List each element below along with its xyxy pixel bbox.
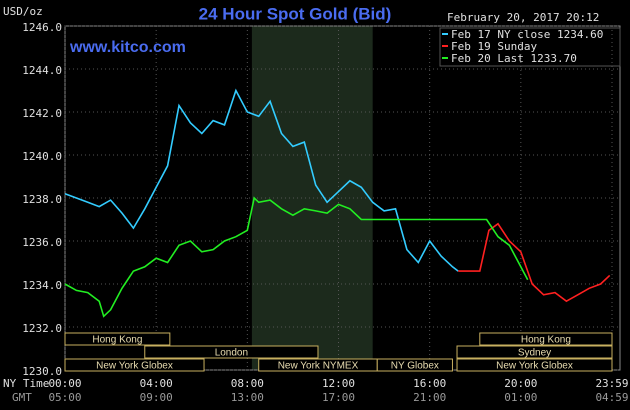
x-tick-label-gmt: 21:00 [413,391,446,404]
y-tick-label: 1244.0 [22,64,62,77]
x-tick-label: 20:00 [504,377,537,390]
x-tick-label-gmt: 05:00 [48,391,81,404]
series-line [64,196,529,318]
y-tick-label: 1240.0 [22,150,62,163]
session-bar [64,332,171,346]
session-bar [376,358,453,372]
session-bar [456,345,613,359]
session-label: NY Globex [391,361,439,372]
session-bar [479,332,613,346]
watermark: www.kitco.com [69,39,186,56]
session-label: London [215,348,248,359]
session-label: New York NYMEX [278,361,359,372]
y-tick-label: 1232.0 [22,322,62,335]
x-tick-label-gmt: 17:00 [322,391,355,404]
y-tick-label: 1234.0 [22,279,62,292]
x-tick-label: 12:00 [322,377,355,390]
chart-title: 24 Hour Spot Gold (Bid) [199,4,392,23]
x-tick-label-gmt: 09:00 [140,391,173,404]
session-label: Hong Kong [521,335,571,346]
y-axis-label: USD/oz [3,5,43,18]
y-tick-label: 1246.0 [22,21,62,34]
session-bar [456,358,613,372]
session-label: New York Globex [496,361,573,372]
x-tick-label: 04:00 [140,377,173,390]
x-tick-label-gmt: 04:59 [595,391,628,404]
x-tick-label: 00:00 [48,377,81,390]
x-axis-label-gmt: GMT [12,391,32,404]
y-tick-label: 1242.0 [22,107,62,120]
legend-label: Feb 20 Last 1233.70 [451,52,577,65]
legend-box [439,27,621,67]
y-tick-label: 1230.0 [22,365,62,378]
session-bar [64,358,205,372]
legend-label: Feb 19 Sunday [451,40,537,53]
x-tick-label: 08:00 [231,377,264,390]
session-label: Sydney [518,348,551,359]
session-label: Hong Kong [92,335,142,346]
y-tick-label: 1236.0 [22,236,62,249]
highlight-band [251,26,373,370]
session-bar [144,345,319,359]
series-line [458,222,611,303]
x-tick-label-gmt: 13:00 [231,391,264,404]
x-tick-label-gmt: 01:00 [504,391,537,404]
x-tick-label: 16:00 [413,377,446,390]
x-axis-label: NY Time [3,377,49,390]
x-tick-label: 23:59 [595,377,628,390]
timestamp: February 20, 2017 20:12 [447,11,599,24]
session-label: New York Globex [96,361,173,372]
series-line [64,88,459,272]
legend-label: Feb 17 NY close 1234.60 [451,28,603,41]
y-tick-label: 1238.0 [22,193,62,206]
